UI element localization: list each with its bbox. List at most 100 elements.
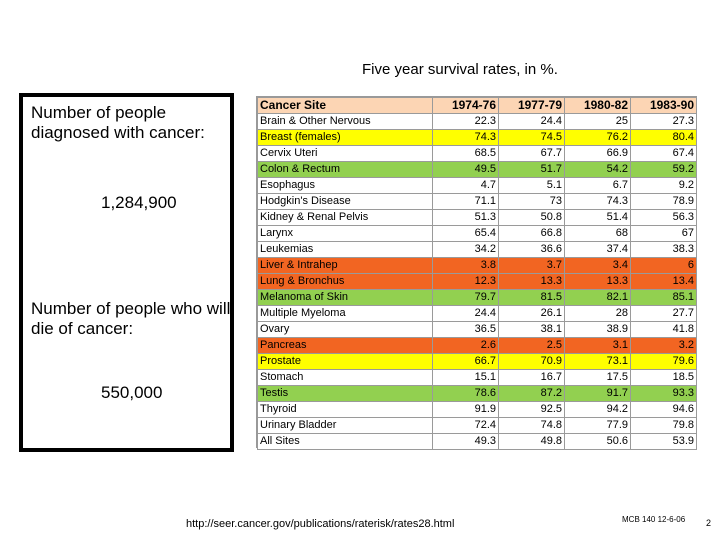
- survival-table-frame: Cancer Site 1974-76 1977-79 1980-82 1983-90 …: [256, 96, 697, 450]
- table-row: Lung & Bronchus 12.3 13.3 13.3 13.4: [257, 273, 697, 290]
- cancer-site-cell: Larynx: [257, 225, 433, 242]
- survival-rate-cell: 2.6: [432, 337, 499, 354]
- survival-rate-cell: 6: [630, 257, 697, 274]
- survival-rate-cell: 2.5: [498, 337, 565, 354]
- survival-rate-cell: 6.7: [564, 177, 631, 194]
- survival-rate-cell: 78.6: [432, 385, 499, 402]
- cancer-site-cell: All Sites: [257, 433, 433, 450]
- survival-rate-cell: 13.4: [630, 273, 697, 290]
- cancer-site-cell: Multiple Myeloma: [257, 305, 433, 322]
- survival-rate-cell: 67.7: [498, 145, 565, 162]
- cancer-site-cell: Kidney & Renal Pelvis: [257, 209, 433, 226]
- survival-rate-cell: 70.9: [498, 353, 565, 370]
- survival-rate-cell: 4.7: [432, 177, 499, 194]
- survival-rate-cell: 25: [564, 113, 631, 130]
- cancer-site-cell: Thyroid: [257, 401, 433, 418]
- survival-rate-cell: 65.4: [432, 225, 499, 242]
- survival-rate-cell: 66.9: [564, 145, 631, 162]
- table-row: All Sites 49.3 49.8 50.6 53.9: [257, 433, 697, 450]
- survival-rate-cell: 38.3: [630, 241, 697, 258]
- cancer-site-cell: Urinary Bladder: [257, 417, 433, 434]
- cancer-site-cell: Brain & Other Nervous: [257, 113, 433, 130]
- table-row: Testis 78.6 87.2 91.7 93.3: [257, 385, 697, 402]
- survival-rate-cell: 81.5: [498, 289, 565, 306]
- table-row: Pancreas 2.6 2.5 3.1 3.2: [257, 337, 697, 354]
- survival-rate-cell: 49.8: [498, 433, 565, 450]
- table-row: Ovary 36.5 38.1 38.9 41.8: [257, 321, 697, 338]
- table-row: Liver & Intrahep 3.8 3.7 3.4 6: [257, 257, 697, 274]
- survival-rates-table: Cancer Site 1974-76 1977-79 1980-82 1983-90 …: [257, 97, 697, 450]
- slide-title: Five year survival rates, in %.: [362, 61, 558, 78]
- cancer-site-cell: Melanoma of Skin: [257, 289, 433, 306]
- survival-rate-cell: 5.1: [498, 177, 565, 194]
- survival-rate-cell: 41.8: [630, 321, 697, 338]
- survival-rate-cell: 74.8: [498, 417, 565, 434]
- table-row: Melanoma of Skin 79.7 81.5 82.1 85.1: [257, 289, 697, 306]
- survival-rate-cell: 56.3: [630, 209, 697, 226]
- survival-rate-cell: 54.2: [564, 161, 631, 178]
- stats-box: Number of people diagnosed with cancer: …: [19, 93, 234, 452]
- survival-rate-cell: 79.6: [630, 353, 697, 370]
- survival-rate-cell: 59.2: [630, 161, 697, 178]
- survival-rate-cell: 87.2: [498, 385, 565, 402]
- table-row: Kidney & Renal Pelvis 51.3 50.8 51.4 56.3: [257, 209, 697, 226]
- table-row: Urinary Bladder 72.4 74.8 77.9 79.8: [257, 417, 697, 434]
- survival-rate-cell: 9.2: [630, 177, 697, 194]
- survival-rate-cell: 49.5: [432, 161, 499, 178]
- cancer-site-cell: Colon & Rectum: [257, 161, 433, 178]
- die-label: Number of people who will die of cancer:: [31, 299, 231, 338]
- table-header-row: Cancer Site 1974-76 1977-79 1980-82 1983-90: [257, 97, 697, 114]
- diagnosed-value: 1,284,900: [101, 193, 177, 212]
- survival-rate-cell: 24.4: [498, 113, 565, 130]
- survival-rate-cell: 72.4: [432, 417, 499, 434]
- survival-rate-cell: 50.8: [498, 209, 565, 226]
- survival-rate-cell: 36.6: [498, 241, 565, 258]
- column-header-site: Cancer Site: [257, 97, 433, 114]
- survival-rate-cell: 71.1: [432, 193, 499, 210]
- survival-rate-cell: 91.9: [432, 401, 499, 418]
- survival-rate-cell: 28: [564, 305, 631, 322]
- survival-rate-cell: 15.1: [432, 369, 499, 386]
- survival-rate-cell: 77.9: [564, 417, 631, 434]
- survival-rate-cell: 3.7: [498, 257, 565, 274]
- cancer-site-cell: Breast (females): [257, 129, 433, 146]
- table-row: Multiple Myeloma 24.4 26.1 28 27.7: [257, 305, 697, 322]
- survival-rate-cell: 67: [630, 225, 697, 242]
- cancer-site-cell: Pancreas: [257, 337, 433, 354]
- table-row: Prostate 66.7 70.9 73.1 79.6: [257, 353, 697, 370]
- page-number: 2: [706, 518, 712, 528]
- survival-rate-cell: 36.5: [432, 321, 499, 338]
- survival-rate-cell: 67.4: [630, 145, 697, 162]
- table-row: Larynx 65.4 66.8 68 67: [257, 225, 697, 242]
- cancer-site-cell: Esophagus: [257, 177, 433, 194]
- survival-rate-cell: 85.1: [630, 289, 697, 306]
- survival-rate-cell: 51.7: [498, 161, 565, 178]
- survival-rate-cell: 34.2: [432, 241, 499, 258]
- survival-rate-cell: 66.8: [498, 225, 565, 242]
- survival-rate-cell: 78.9: [630, 193, 697, 210]
- survival-rate-cell: 16.7: [498, 369, 565, 386]
- cancer-site-cell: Cervix Uteri: [257, 145, 433, 162]
- survival-rate-cell: 3.4: [564, 257, 631, 274]
- survival-rate-cell: 74.3: [432, 129, 499, 146]
- survival-rate-cell: 38.9: [564, 321, 631, 338]
- die-value: 550,000: [101, 383, 163, 402]
- survival-rate-cell: 92.5: [498, 401, 565, 418]
- table-row: Cervix Uteri 68.5 67.7 66.9 67.4: [257, 145, 697, 162]
- survival-rate-cell: 74.5: [498, 129, 565, 146]
- survival-rate-cell: 3.8: [432, 257, 499, 274]
- table-row: Brain & Other Nervous 22.3 24.4 25 27.3: [257, 113, 697, 130]
- column-header-year: 1974-76: [432, 97, 499, 114]
- table-row: Hodgkin's Disease 71.1 73 74.3 78.9: [257, 193, 697, 210]
- column-header-year: 1980-82: [564, 97, 631, 114]
- survival-rate-cell: 27.7: [630, 305, 697, 322]
- survival-rate-cell: 51.4: [564, 209, 631, 226]
- cancer-site-cell: Liver & Intrahep: [257, 257, 433, 274]
- survival-rate-cell: 73: [498, 193, 565, 210]
- survival-rate-cell: 38.1: [498, 321, 565, 338]
- table-row: Stomach 15.1 16.7 17.5 18.5: [257, 369, 697, 386]
- survival-rate-cell: 13.3: [498, 273, 565, 290]
- survival-rate-cell: 68: [564, 225, 631, 242]
- survival-rate-cell: 49.3: [432, 433, 499, 450]
- survival-rate-cell: 80.4: [630, 129, 697, 146]
